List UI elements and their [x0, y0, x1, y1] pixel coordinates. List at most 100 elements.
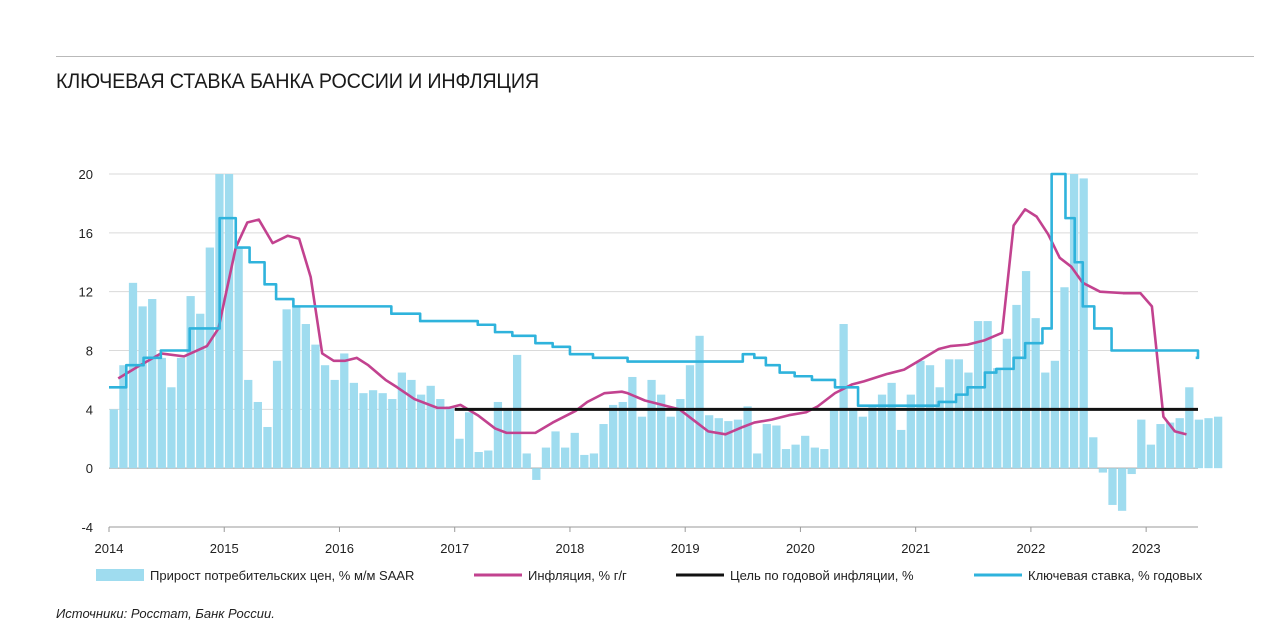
- bar: [234, 247, 243, 469]
- bar: [196, 313, 205, 469]
- bar: [1194, 419, 1204, 469]
- bar: [503, 409, 512, 469]
- bar: [1185, 387, 1194, 469]
- bar: [1175, 418, 1184, 469]
- bar: [311, 344, 320, 469]
- bar: [128, 282, 138, 469]
- bar: [541, 447, 551, 469]
- bar: [1060, 287, 1069, 469]
- y-tick-label: 16: [79, 226, 93, 241]
- bar: [695, 335, 704, 469]
- x-tick-label: 2020: [786, 541, 815, 556]
- bar: [628, 376, 637, 469]
- bar: [349, 382, 359, 469]
- bar: [301, 324, 310, 469]
- bar: [224, 174, 234, 469]
- bar: [839, 324, 848, 469]
- bar: [868, 406, 877, 469]
- top-rule: [56, 56, 1254, 57]
- bar: [340, 353, 349, 469]
- bar: [157, 357, 166, 469]
- legend-label: Цель по годовой инфляции, %: [730, 568, 914, 583]
- bar: [973, 321, 983, 469]
- bar: [618, 401, 627, 469]
- bar: [426, 385, 435, 469]
- bar: [359, 393, 368, 469]
- y-tick-label: 12: [79, 285, 93, 300]
- bar: [138, 306, 147, 469]
- bar: [320, 365, 330, 469]
- bar: [1041, 372, 1050, 469]
- legend-label: Прирост потребительских цен, % м/м SAAR: [150, 568, 414, 583]
- bar: [810, 447, 819, 469]
- bar: [263, 426, 272, 469]
- inflation-line: [117, 208, 1187, 436]
- bar: [849, 409, 858, 469]
- bar: [1204, 418, 1213, 469]
- bar: [1213, 416, 1223, 469]
- bar: [906, 394, 915, 469]
- bar: [167, 387, 176, 469]
- bar: [1031, 318, 1040, 469]
- bar: [186, 296, 195, 469]
- bar: [493, 401, 503, 469]
- bar: [637, 416, 647, 469]
- y-tick-label: -4: [81, 520, 93, 535]
- bar: [1108, 468, 1117, 505]
- bar: [512, 354, 522, 469]
- bar: [1079, 178, 1088, 469]
- bar: [1127, 468, 1136, 475]
- key-rate-line: [109, 172, 1200, 407]
- bar: [858, 416, 867, 469]
- legend-label: Ключевая ставка, % годовых: [1028, 568, 1203, 583]
- bar: [1050, 360, 1060, 469]
- bar: [935, 387, 944, 469]
- bar: [743, 406, 752, 469]
- x-tick-label: 2019: [671, 541, 700, 556]
- bar: [705, 415, 714, 469]
- bar: [1137, 419, 1146, 469]
- x-tick-label: 2016: [325, 541, 354, 556]
- bar: [753, 453, 762, 469]
- bar: [983, 321, 992, 469]
- bar: [945, 359, 954, 469]
- bar: [580, 454, 589, 469]
- y-tick-label: 20: [79, 167, 93, 182]
- bar: [330, 379, 339, 469]
- source-note: Источники: Росстат, Банк России.: [56, 606, 275, 621]
- x-tick-label: 2018: [555, 541, 584, 556]
- bar-series: [109, 174, 1223, 511]
- bar: [1089, 437, 1098, 469]
- bar: [916, 360, 925, 469]
- bar: [1002, 338, 1011, 469]
- bar: [1165, 422, 1175, 469]
- bar: [1098, 468, 1108, 473]
- legend-label: Инфляция, % г/г: [528, 568, 627, 583]
- bar: [397, 372, 407, 469]
- bar: [647, 379, 656, 469]
- bar: [599, 424, 608, 469]
- bar: [561, 447, 570, 469]
- bar: [762, 424, 771, 469]
- bar: [714, 418, 723, 469]
- bar: [474, 451, 483, 469]
- bar: [282, 309, 291, 469]
- bar: [244, 379, 253, 469]
- bar: [148, 299, 157, 469]
- y-tick-label: 0: [86, 461, 93, 476]
- bar: [724, 421, 733, 469]
- bar: [176, 357, 186, 469]
- bar: [1012, 304, 1021, 469]
- bar: [551, 431, 560, 469]
- bar: [820, 449, 829, 469]
- bar: [532, 468, 541, 480]
- bar: [388, 399, 397, 469]
- bar: [954, 359, 963, 469]
- bar: [378, 393, 387, 469]
- bar: [609, 404, 618, 469]
- bar: [925, 365, 935, 469]
- bar: [791, 444, 800, 469]
- bar: [964, 372, 973, 469]
- bar: [464, 412, 474, 469]
